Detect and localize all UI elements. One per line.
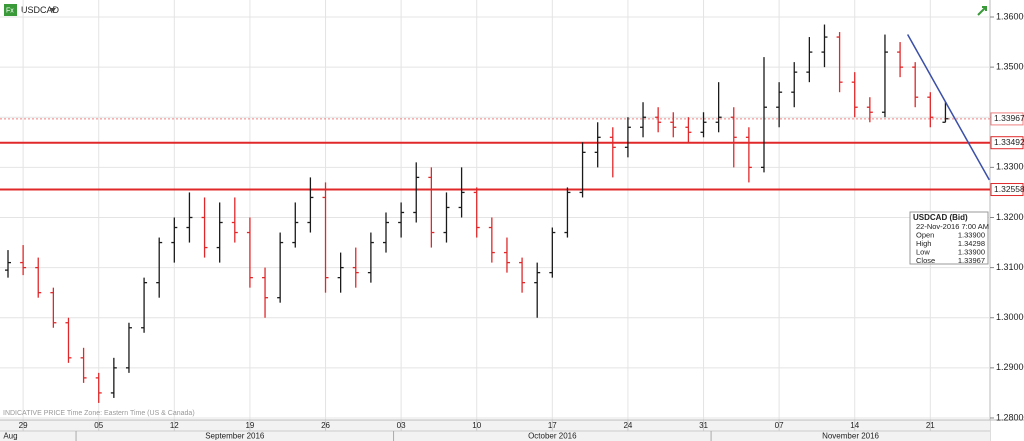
footer: INDICATIVE PRICE Time Zone: Eastern Time… [3, 410, 195, 417]
month-label: Aug [3, 432, 17, 441]
info-value: 1.34298 [958, 239, 985, 248]
info-time: 22-Nov-2016 7:00 AM [916, 222, 989, 231]
info-key: High [916, 239, 931, 248]
y-tick-label: 1.31000 [996, 262, 1024, 272]
x-tick-label: 21 [926, 421, 935, 430]
y-tick-label: 1.35000 [996, 62, 1024, 72]
trend-line [906, 34, 990, 181]
x-tick-label: 10 [472, 421, 481, 430]
symbol-dropdown[interactable] [50, 8, 56, 12]
x-tick-label: 17 [548, 421, 557, 430]
trend-icon[interactable] [977, 6, 987, 16]
x-tick-label: 29 [19, 421, 28, 430]
info-value: 1.33900 [958, 230, 985, 239]
y-tick-label: 1.33000 [996, 162, 1024, 172]
level-tag [990, 112, 1024, 126]
x-tick-label: 24 [623, 421, 632, 430]
x-tick-label: 12 [170, 421, 179, 430]
x-tick-label: 31 [699, 421, 708, 430]
info-box [909, 211, 989, 265]
level-tag [990, 183, 1024, 197]
x-tick-label: 07 [775, 421, 784, 430]
info-key: Close [916, 256, 935, 265]
y-tick-label: 1.36000 [996, 11, 1024, 21]
fx-icon-text: Fx [6, 7, 14, 14]
x-tick-label: 19 [245, 421, 254, 430]
info-value: 1.33967 [958, 256, 985, 265]
level-tag [990, 136, 1024, 150]
month-label: November 2016 [822, 432, 879, 441]
level-label: 1.33967 [994, 113, 1024, 123]
month-label: October 2016 [528, 432, 577, 441]
y-tick-label: 1.28000 [996, 412, 1024, 422]
x-tick-label: 26 [321, 421, 330, 430]
info-title: USDCAD (Bid) [913, 213, 968, 222]
y-tick-label: 1.29000 [996, 362, 1024, 372]
x-tick-label: 14 [850, 421, 859, 430]
month-label: September 2016 [205, 432, 265, 441]
y-tick-label: 1.30000 [996, 312, 1024, 322]
level-label: 1.32558 [994, 184, 1024, 194]
x-tick-label: 03 [397, 421, 406, 430]
y-tick-label: 1.32000 [996, 212, 1024, 222]
symbol[interactable]: USDCAD [21, 5, 60, 15]
level-label: 1.33492 [994, 137, 1024, 147]
fx-icon [4, 4, 17, 16]
info-key: Low [916, 247, 930, 256]
info-key: Open [916, 230, 934, 239]
info-value: 1.33900 [958, 247, 985, 256]
x-tick-label: 05 [94, 421, 103, 430]
